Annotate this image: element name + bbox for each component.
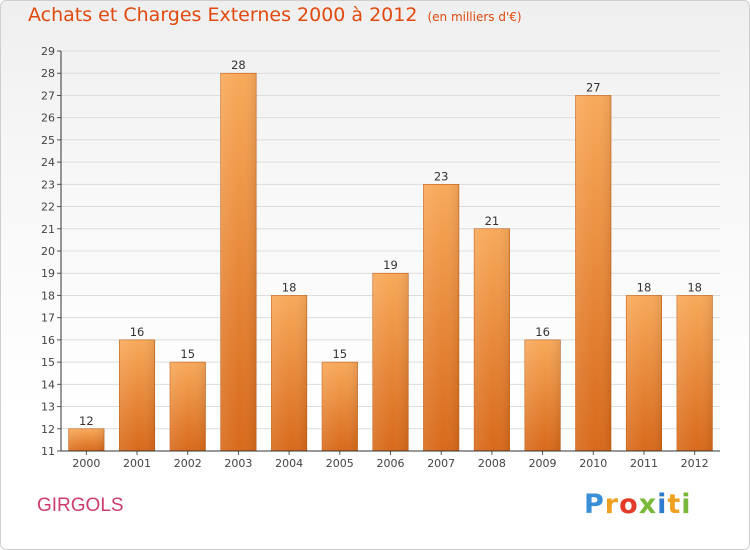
axis-layer: [57, 50, 720, 455]
y-tick-label: 11: [41, 445, 55, 458]
y-tick-label: 23: [41, 178, 55, 191]
data-label-2001: 16: [130, 325, 145, 339]
y-tick-label: 25: [41, 134, 55, 147]
y-tick-label: 14: [41, 378, 55, 391]
y-tick-label: 28: [41, 67, 55, 80]
bar-sheen: [322, 362, 358, 451]
bars-layer: [68, 72, 713, 452]
y-tick-label: 17: [41, 312, 55, 325]
x-tick-label-2000: 2000: [72, 457, 100, 470]
x-tick-label-2009: 2009: [529, 457, 557, 470]
bar-sheen: [220, 73, 257, 451]
x-tick-label-2011: 2011: [630, 457, 658, 470]
y-tick-label: 18: [41, 289, 55, 302]
x-tick-label-2004: 2004: [275, 457, 303, 470]
y-tick-label: 27: [41, 89, 55, 102]
bar-sheen: [626, 295, 662, 451]
labels-layer: 11 12 13 14 15 16 17 18 19 20 21 22 23 24 25 26 27 28 29 12…: [41, 45, 709, 470]
title-line: Achats et Charges Externes 2000 à 2012 (e…: [28, 4, 522, 26]
x-tick-label-2007: 2007: [427, 457, 455, 470]
bar-sheen: [271, 295, 307, 451]
bar-sheen: [524, 339, 561, 451]
data-label-2002: 15: [180, 347, 195, 361]
data-label-2008: 21: [485, 214, 500, 228]
data-label-2007: 23: [434, 169, 449, 183]
x-tick-label-2001: 2001: [123, 457, 151, 470]
x-tick-label-2010: 2010: [579, 457, 607, 470]
y-tick-label: 15: [41, 356, 55, 369]
y-tick-label: 13: [41, 401, 55, 414]
bar-sheen: [676, 295, 713, 451]
y-tick-label: 22: [41, 201, 55, 214]
data-label-2006: 19: [383, 258, 398, 272]
data-label-2009: 16: [535, 325, 550, 339]
bar-sheen: [575, 95, 612, 451]
y-tick-label: 20: [41, 245, 55, 258]
bar-sheen: [474, 228, 510, 451]
data-label-2000: 12: [79, 414, 94, 428]
proxiti-logo: Proxiti: [584, 489, 692, 520]
bar-sheen: [372, 273, 409, 451]
x-tick-label-2012: 2012: [681, 457, 709, 470]
data-label-2011: 18: [637, 280, 652, 294]
bar-sheen: [119, 339, 155, 451]
y-tick-label: 21: [41, 223, 55, 236]
y-tick-label: 29: [41, 45, 55, 58]
y-tick-label: 19: [41, 267, 55, 280]
chart-unit: (en milliers d'€): [427, 10, 522, 24]
y-tick-label: 16: [41, 334, 55, 347]
bar-sheen: [68, 428, 105, 451]
y-tick-label: 12: [41, 423, 55, 436]
commune-label: GIRGOLS: [37, 495, 124, 516]
y-tick-label: 26: [41, 112, 55, 125]
x-tick-label-2008: 2008: [478, 457, 506, 470]
data-label-2005: 15: [332, 347, 347, 361]
data-label-2003: 28: [231, 58, 246, 72]
x-tick-label-2002: 2002: [174, 457, 202, 470]
bar-sheen: [169, 362, 206, 451]
data-label-2012: 18: [687, 280, 702, 294]
y-tick-label: 24: [41, 156, 55, 169]
x-tick-label-2006: 2006: [377, 457, 405, 470]
data-label-2010: 27: [586, 80, 601, 94]
chart-title: Achats et Charges Externes 2000 à 2012: [28, 4, 418, 26]
x-tick-label-2005: 2005: [326, 457, 354, 470]
x-tick-label-2003: 2003: [224, 457, 252, 470]
data-label-2004: 18: [282, 280, 297, 294]
bar-sheen: [423, 184, 459, 452]
